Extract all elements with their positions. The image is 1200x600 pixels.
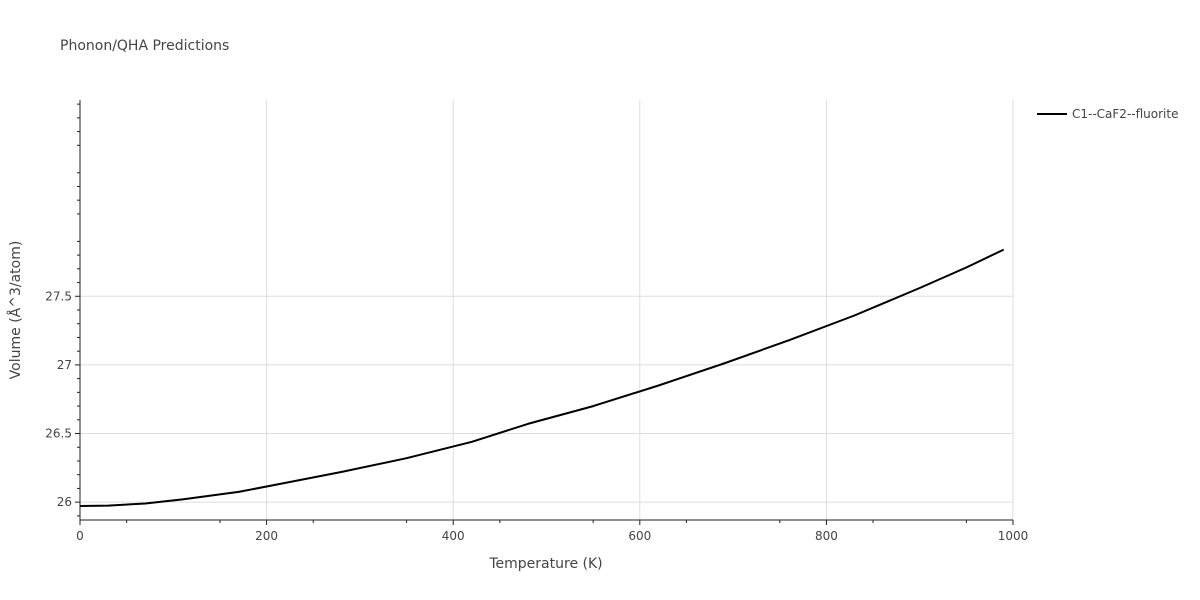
legend[interactable]: C1--CaF2--fluorite: [1037, 107, 1178, 121]
x-tick-label: 1000: [998, 529, 1029, 543]
y-tick-label: 27: [57, 358, 72, 372]
y-tick-label: 26: [57, 495, 72, 509]
x-tick-label: 600: [628, 529, 651, 543]
y-axis-title: Volume (Å^3/atom): [7, 241, 24, 380]
axes: 0 200 400 600 800 1000 26 26.5 27 27.5: [45, 100, 1028, 543]
y-tick-label: 27.5: [45, 289, 72, 303]
chart-title: Phonon/QHA Predictions: [60, 38, 229, 54]
x-tick-label: 200: [255, 529, 278, 543]
x-tick-label: 0: [76, 529, 84, 543]
y-tick-label: 26.5: [45, 427, 72, 441]
series-line: [79, 248, 1005, 507]
series: [79, 248, 1005, 507]
legend-label: C1--CaF2--fluorite: [1072, 107, 1178, 121]
x-tick-label: 400: [442, 529, 465, 543]
x-axis-title: Temperature (K): [488, 556, 602, 572]
legend-item[interactable]: C1--CaF2--fluorite: [1037, 107, 1178, 121]
x-tick-label: 800: [815, 529, 838, 543]
grid: [80, 100, 1014, 520]
